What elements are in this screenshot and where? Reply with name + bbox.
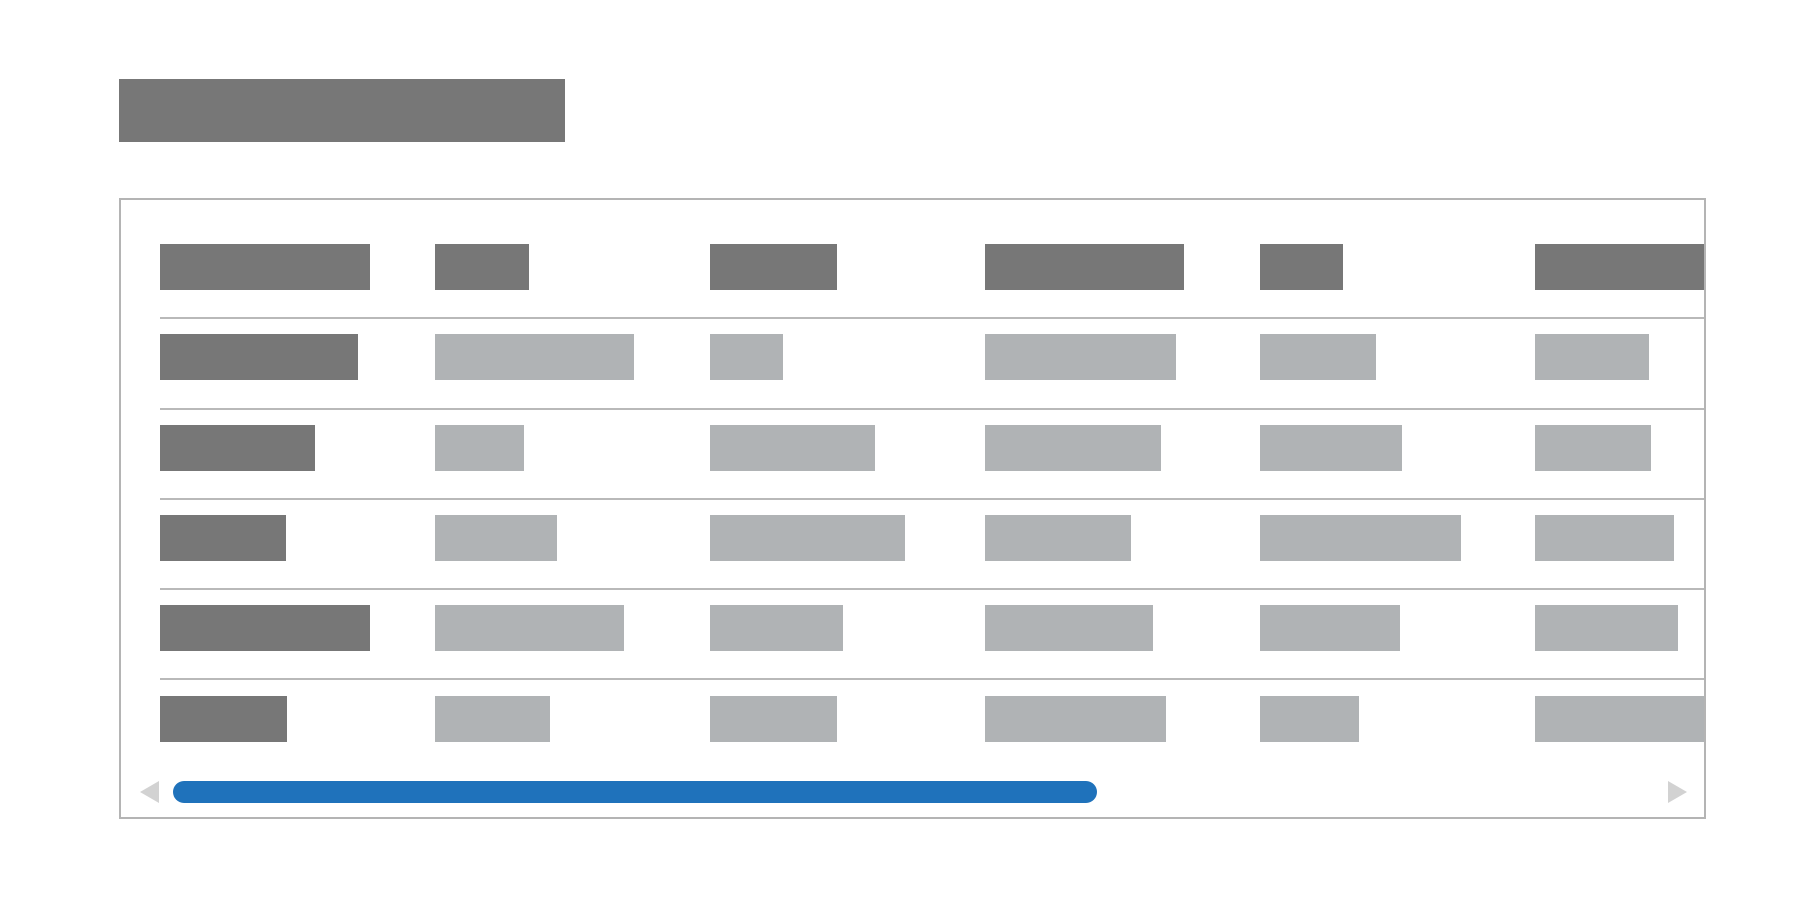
table-cell-r2-c2 xyxy=(435,425,524,471)
table-cell-r1-c2 xyxy=(435,334,634,380)
table-cell-r1-c5 xyxy=(1260,334,1376,380)
column-header-2 xyxy=(435,244,529,290)
row-label-4 xyxy=(160,605,370,651)
column-header-5 xyxy=(1260,244,1343,290)
table-cell-r5-c5 xyxy=(1260,696,1359,742)
horizontal-scrollbar-thumb[interactable] xyxy=(173,781,1097,803)
table-cell-r3-c4 xyxy=(985,515,1131,561)
table-cell-r5-c3 xyxy=(710,696,837,742)
column-header-6 xyxy=(1535,244,1704,290)
row-divider xyxy=(160,408,1704,410)
table-cell-r5-c6 xyxy=(1535,696,1704,742)
table-cell-r2-c3 xyxy=(710,425,875,471)
row-label-5 xyxy=(160,696,287,742)
scroll-right-icon[interactable] xyxy=(1668,781,1687,803)
table-cell-r3-c6 xyxy=(1535,515,1674,561)
table-cell-r2-c6 xyxy=(1535,425,1651,471)
table-viewport xyxy=(121,200,1704,760)
table-cell-r1-c6 xyxy=(1535,334,1649,380)
table-cell-r1-c4 xyxy=(985,334,1176,380)
table-cell-r2-c5 xyxy=(1260,425,1402,471)
scroll-left-icon[interactable] xyxy=(140,781,159,803)
table-cell-r4-c3 xyxy=(710,605,843,651)
row-divider xyxy=(160,317,1704,319)
table-cell-r3-c5 xyxy=(1260,515,1461,561)
row-label-1 xyxy=(160,334,358,380)
column-header-3 xyxy=(710,244,837,290)
row-label-2 xyxy=(160,425,315,471)
table-cell-r4-c6 xyxy=(1535,605,1678,651)
table-cell-r3-c2 xyxy=(435,515,557,561)
table-cell-r4-c2 xyxy=(435,605,624,651)
table-cell-r4-c4 xyxy=(985,605,1153,651)
column-header-4 xyxy=(985,244,1184,290)
row-divider xyxy=(160,588,1704,590)
row-divider xyxy=(160,498,1704,500)
row-label-3 xyxy=(160,515,286,561)
table-cell-r2-c4 xyxy=(985,425,1161,471)
table-cell-r3-c3 xyxy=(710,515,905,561)
column-header-1 xyxy=(160,244,370,290)
table-cell-r5-c4 xyxy=(985,696,1166,742)
table-cell-r5-c2 xyxy=(435,696,550,742)
data-table xyxy=(119,198,1706,819)
row-divider xyxy=(160,678,1704,680)
table-cell-r1-c3 xyxy=(710,334,783,380)
table-cell-r4-c5 xyxy=(1260,605,1400,651)
page-title-placeholder xyxy=(119,79,565,142)
